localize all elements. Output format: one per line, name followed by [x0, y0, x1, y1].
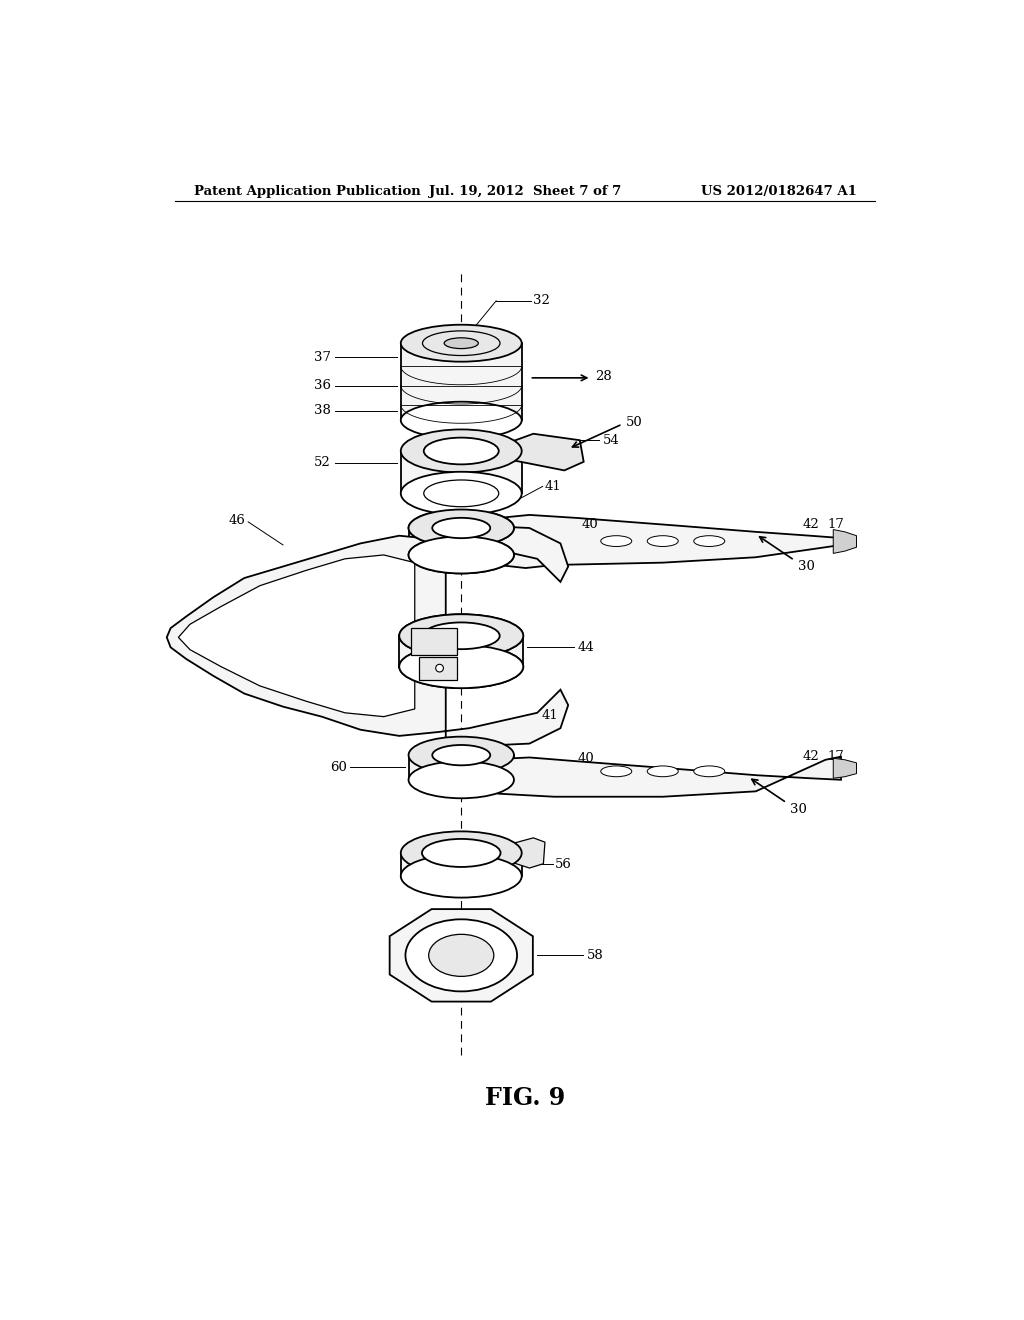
Polygon shape [409, 755, 514, 780]
Text: 40: 40 [578, 752, 594, 766]
Polygon shape [411, 628, 458, 655]
Polygon shape [400, 451, 521, 494]
Ellipse shape [601, 536, 632, 546]
Text: 41: 41 [542, 709, 559, 722]
Polygon shape [510, 434, 584, 470]
Ellipse shape [399, 614, 523, 657]
Text: Patent Application Publication: Patent Application Publication [194, 185, 421, 198]
Ellipse shape [423, 331, 500, 355]
Circle shape [435, 664, 443, 672]
Ellipse shape [400, 429, 521, 473]
Text: 60: 60 [330, 760, 346, 774]
Text: 17: 17 [827, 517, 845, 531]
Polygon shape [498, 756, 841, 797]
Text: 17: 17 [827, 750, 845, 763]
Polygon shape [400, 343, 521, 420]
Polygon shape [400, 853, 521, 876]
Text: 42: 42 [802, 517, 819, 531]
Ellipse shape [432, 517, 490, 539]
Text: 50: 50 [627, 416, 643, 429]
Ellipse shape [409, 762, 514, 799]
Ellipse shape [400, 471, 521, 515]
Text: 44: 44 [578, 640, 594, 653]
Ellipse shape [399, 645, 523, 688]
Text: 54: 54 [603, 434, 620, 446]
Ellipse shape [406, 919, 517, 991]
Text: 56: 56 [555, 858, 571, 871]
Ellipse shape [409, 536, 514, 573]
Text: 37: 37 [314, 351, 331, 363]
Ellipse shape [647, 536, 678, 546]
Ellipse shape [422, 840, 501, 867]
Polygon shape [390, 909, 532, 1002]
Ellipse shape [409, 510, 514, 546]
Ellipse shape [429, 935, 494, 977]
Ellipse shape [399, 614, 523, 657]
Ellipse shape [409, 536, 514, 573]
Text: 36: 36 [314, 379, 331, 392]
Text: 32: 32 [534, 294, 550, 308]
Ellipse shape [409, 510, 514, 546]
Text: Jul. 19, 2012  Sheet 7 of 7: Jul. 19, 2012 Sheet 7 of 7 [429, 185, 621, 198]
Ellipse shape [693, 766, 725, 776]
Text: 30: 30 [790, 803, 807, 816]
Text: 30: 30 [798, 560, 814, 573]
Ellipse shape [424, 480, 499, 507]
Text: 38: 38 [314, 404, 331, 417]
Polygon shape [409, 528, 514, 554]
Ellipse shape [399, 645, 523, 688]
Polygon shape [498, 515, 841, 568]
Text: 42: 42 [802, 750, 819, 763]
Polygon shape [834, 758, 856, 779]
Ellipse shape [424, 438, 499, 465]
Ellipse shape [400, 325, 521, 362]
Polygon shape [178, 554, 415, 717]
Text: 47: 47 [362, 702, 380, 715]
Polygon shape [419, 657, 458, 681]
Text: FIG. 9: FIG. 9 [484, 1086, 565, 1110]
Text: US 2012/0182647 A1: US 2012/0182647 A1 [700, 185, 856, 198]
Polygon shape [399, 636, 523, 667]
Text: 58: 58 [587, 949, 604, 962]
Ellipse shape [693, 536, 725, 546]
Text: 52: 52 [314, 455, 331, 469]
Ellipse shape [423, 623, 500, 649]
Ellipse shape [400, 854, 521, 898]
Polygon shape [834, 529, 856, 553]
Text: 28: 28 [595, 370, 612, 383]
Ellipse shape [601, 766, 632, 776]
Ellipse shape [400, 832, 521, 875]
Ellipse shape [647, 766, 678, 776]
Text: 41: 41 [545, 480, 562, 492]
Text: 46: 46 [229, 513, 246, 527]
Polygon shape [167, 524, 568, 747]
Ellipse shape [400, 401, 521, 438]
Text: 40: 40 [582, 517, 598, 531]
Ellipse shape [432, 744, 490, 766]
Polygon shape [510, 838, 545, 869]
Ellipse shape [444, 338, 478, 348]
Ellipse shape [409, 737, 514, 774]
